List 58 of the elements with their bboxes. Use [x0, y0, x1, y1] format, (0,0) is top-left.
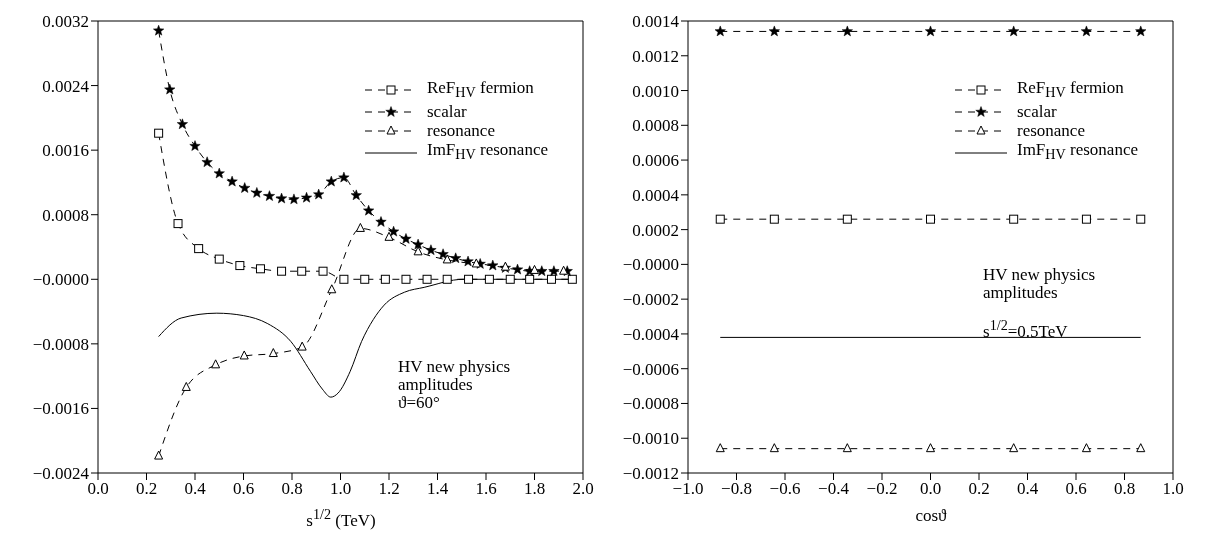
x-tick-label: −0.4	[818, 479, 850, 499]
x-tick-label: 0.8	[281, 479, 303, 499]
annotation: ϑ=60°	[398, 393, 440, 412]
y-tick-label: 0.0012	[632, 46, 679, 66]
y-tick-label: −0.0016	[32, 399, 89, 419]
legend-label: resonance	[1016, 121, 1085, 141]
x-tick-label: 0.2	[968, 479, 990, 499]
x-tick-label: −0.6	[769, 479, 801, 499]
legend-label: scalar	[1016, 102, 1057, 122]
y-tick-label: 0.0006	[632, 151, 679, 171]
y-tick-label: 0.0008	[632, 116, 679, 136]
x-tick-label: 1.6	[475, 479, 497, 499]
y-tick-label: 0.0002	[632, 220, 679, 240]
y-tick-label: −0.0002	[622, 290, 679, 310]
x-tick-label: 1.2	[378, 479, 400, 499]
x-tick-label: 0.4	[184, 479, 207, 499]
annotation: amplitudes	[398, 375, 473, 394]
y-tick-label: −0.0008	[622, 394, 679, 414]
annotation: s$^{1/2}$=0.5TeV	[983, 316, 1069, 341]
x-tick-label: 1.0	[1162, 479, 1184, 499]
annotation: HV new physics	[398, 357, 511, 376]
y-tick-label: −0.0010	[622, 429, 679, 449]
x-tick-label: 0.0	[919, 479, 942, 499]
x-tick-label: −0.8	[721, 479, 752, 499]
legend-label: resonance	[426, 121, 495, 141]
x-tick-label: 1.4	[426, 479, 449, 499]
x-tick-label: 1.0	[329, 479, 352, 499]
x-tick-label: 1.8	[523, 479, 546, 499]
x-tick-label: 0.0	[87, 479, 109, 499]
annotation: HV new physics	[983, 265, 1096, 284]
y-tick-label: 0.0016	[42, 141, 89, 161]
legend-label: ReF$_{HV}$ fermion	[1016, 78, 1124, 103]
y-tick-label: 0.0010	[632, 81, 679, 101]
y-tick-label: 0.0004	[632, 185, 680, 205]
legend-label: ImF$_{HV}$ resonance	[1016, 140, 1138, 165]
x-tick-label: 0.6	[1065, 479, 1087, 499]
x-tick-label: 0.4	[1016, 479, 1039, 499]
legend-label: scalar	[426, 102, 467, 122]
y-tick-label: −0.0006	[622, 359, 679, 379]
x-axis-title: s$^{1/2}$ (TeV)	[305, 506, 377, 531]
x-tick-label: 0.8	[1113, 479, 1136, 499]
legend-label: ImF$_{HV}$ resonance	[426, 140, 548, 165]
y-tick-label: 0.0014	[632, 12, 680, 32]
x-tick-label: 0.6	[232, 479, 255, 499]
y-tick-label: −0.0004	[622, 324, 680, 344]
y-tick-label: 0.0032	[42, 12, 89, 32]
y-tick-label: 0.0008	[42, 205, 89, 225]
y-tick-label: −0.0024	[32, 464, 90, 484]
x-tick-label: 2.0	[572, 479, 594, 499]
y-tick-label: −0.0008	[32, 334, 89, 354]
x-tick-label: 0.2	[135, 479, 158, 499]
legend-label: ReF$_{HV}$ fermion	[426, 78, 534, 103]
y-tick-label: −0.0000	[32, 270, 89, 290]
annotation: amplitudes	[983, 283, 1058, 302]
x-tick-label: −0.2	[866, 479, 898, 499]
x-axis-title: cosϑ	[914, 506, 948, 526]
y-tick-label: 0.0024	[42, 76, 90, 96]
y-tick-label: −0.0000	[622, 255, 679, 275]
